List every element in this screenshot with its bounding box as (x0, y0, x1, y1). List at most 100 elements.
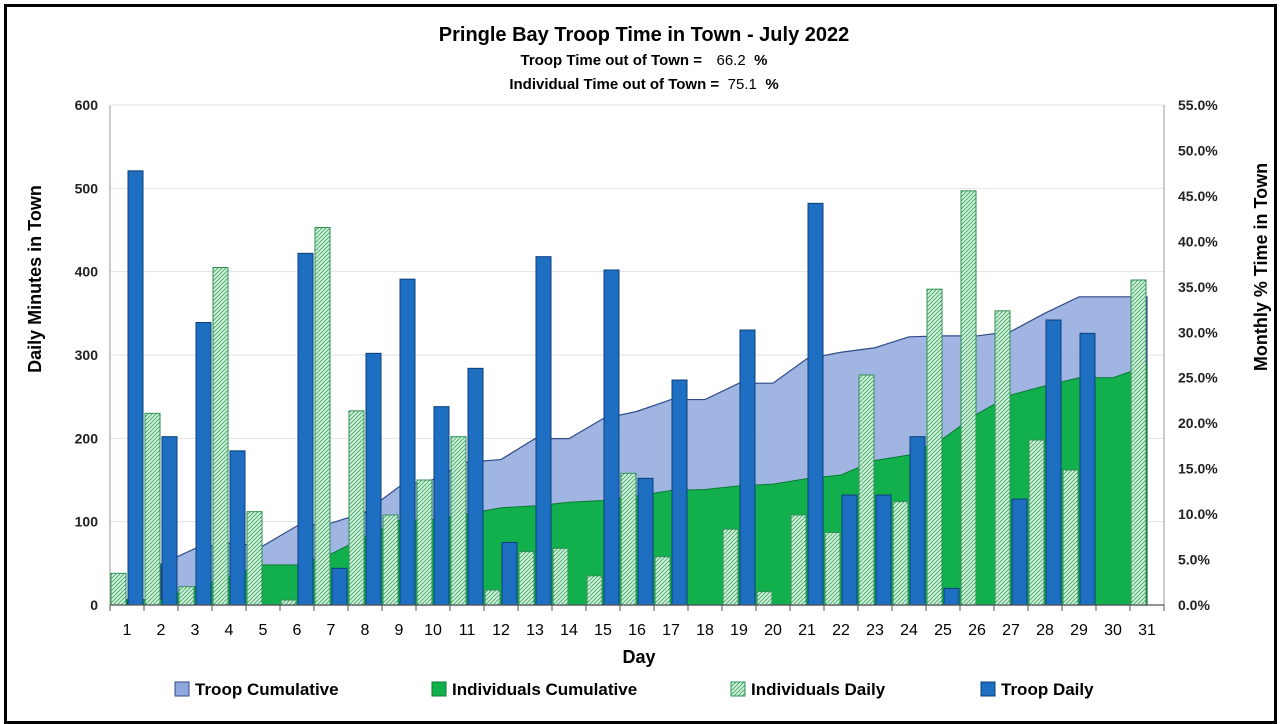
y-tick-label: 600 (75, 97, 99, 113)
y-tick-label: 300 (75, 347, 99, 363)
x-tick-label: 29 (1070, 622, 1088, 639)
individuals-cumulative-area (126, 365, 1148, 606)
y-tick-label: 0 (90, 597, 98, 613)
troop-daily-bar (637, 477, 654, 606)
individuals-daily-bar (790, 514, 807, 606)
x-tick-label: 20 (764, 622, 782, 639)
individuals-daily-bar (586, 575, 603, 606)
individuals-daily-bar (212, 267, 229, 606)
x-tick-label: 23 (866, 622, 884, 639)
troop-daily-bar (1011, 498, 1028, 606)
individuals-daily-bar (348, 410, 365, 606)
legend-swatch (980, 681, 996, 697)
x-tick-label: 2 (157, 622, 166, 639)
y2-tick-label: 55.0% (1178, 97, 1218, 113)
chart: Pringle Bay Troop Time in Town - July 20… (25, 24, 1271, 699)
y-axis-left-ticks: 0 100 200 300 400 500 600 (75, 97, 99, 613)
x-tick-label: 24 (900, 622, 918, 639)
x-tick-label: 22 (832, 622, 850, 639)
individuals-daily-bar (314, 227, 331, 606)
y2-tick-label: 30.0% (1178, 324, 1218, 340)
troop-daily-bar (467, 367, 484, 606)
individuals-daily-bar (416, 479, 433, 606)
y2-tick-label: 45.0% (1178, 188, 1218, 204)
x-tick-label: 10 (424, 622, 442, 639)
x-tick-label: 19 (730, 622, 748, 639)
individuals-daily-bar (756, 591, 773, 606)
y2-tick-label: 10.0% (1178, 506, 1218, 522)
troop-daily-bar (399, 278, 416, 606)
y-tick-label: 500 (75, 180, 99, 196)
individuals-daily-bar (1062, 469, 1079, 606)
legend-label: Individuals Cumulative (452, 680, 637, 699)
x-axis-label: Day (622, 647, 655, 667)
individuals-daily-bar (994, 310, 1011, 606)
individuals-daily-bar (858, 374, 875, 606)
troop-daily-bar (433, 406, 450, 606)
legend-item: Troop Cumulative (174, 680, 339, 699)
legend-item: Individuals Daily (730, 680, 886, 699)
individuals-daily-bar (654, 556, 671, 606)
individuals-daily-bar (110, 572, 127, 606)
troop-daily-bar (535, 256, 552, 606)
x-tick-label: 3 (191, 622, 200, 639)
x-tick-label: 13 (526, 622, 544, 639)
x-tick-label: 28 (1036, 622, 1054, 639)
y-tick-label: 200 (75, 430, 99, 446)
individuals-daily-bar (1130, 279, 1147, 606)
y2-tick-label: 40.0% (1178, 233, 1218, 249)
x-tick-label: 5 (259, 622, 268, 639)
chart-title: Pringle Bay Troop Time in Town - July 20… (439, 24, 849, 46)
x-axis-ticks: 1 2 3 4 5 6 7 8 9 10 11 12 13 14 15 16 17 18 19 20 21 22 23 24 2… (123, 622, 1156, 639)
x-tick-label: 17 (662, 622, 680, 639)
y-axis-right-label: Monthly % Time in Town (1251, 163, 1271, 371)
individuals-daily-bar (620, 472, 637, 606)
troop-daily-bar (365, 352, 382, 606)
x-tick-label: 14 (560, 622, 578, 639)
y2-tick-label: 15.0% (1178, 461, 1218, 477)
individuals-daily-bar (824, 532, 841, 606)
troop-daily-bar (1045, 319, 1062, 606)
troop-daily-bar (841, 494, 858, 606)
individuals-daily-bar (144, 412, 161, 606)
legend: Troop Cumulative Individuals Cumulative In… (174, 680, 1094, 699)
individuals-daily-bar (892, 501, 909, 606)
individuals-daily-bar (518, 551, 535, 606)
x-tick-label: 16 (628, 622, 646, 639)
individuals-daily-bar (178, 586, 195, 606)
x-tick-label: 7 (327, 622, 336, 639)
troop-daily-bar (195, 322, 212, 606)
troop-daily-bar (671, 379, 688, 606)
troop-daily-bar (603, 269, 620, 606)
individuals-daily-bar (722, 528, 739, 606)
cumulative-areas (126, 296, 1148, 606)
troop-daily-bar (229, 450, 246, 606)
x-tick-label: 4 (225, 622, 234, 639)
troop-daily-bar (161, 436, 178, 606)
individuals-daily-bar (926, 288, 943, 606)
y-axis-left-label: Daily Minutes in Town (25, 185, 45, 373)
x-tick-label: 11 (459, 622, 476, 639)
y2-tick-label: 0.0% (1178, 597, 1210, 613)
legend-swatch (431, 681, 447, 697)
chart-frame: Pringle Bay Troop Time in Town - July 20… (4, 4, 1277, 724)
x-tick-label: 21 (798, 622, 816, 639)
legend-item: Individuals Cumulative (431, 680, 637, 699)
x-tick-label: 9 (395, 622, 404, 639)
y2-tick-label: 35.0% (1178, 279, 1218, 295)
legend-label: Troop Cumulative (195, 680, 339, 699)
troop-daily-bar (127, 170, 144, 606)
legend-swatch (174, 681, 190, 697)
chart-subtitle-troop: Troop Time out of Town = 66.2 % (521, 52, 768, 69)
chart-subtitle-individual: Individual Time out of Town = 75.1 % (509, 76, 778, 93)
y-tick-label: 400 (75, 264, 99, 280)
troop-daily-bar (739, 329, 756, 606)
troop-daily-bar (501, 542, 518, 606)
y-tick-label: 100 (75, 514, 99, 530)
legend-swatch (730, 681, 746, 697)
individuals-daily-bar (382, 514, 399, 606)
y2-tick-label: 5.0% (1178, 552, 1210, 568)
y-axis-right-ticks: 0.0% 5.0% 10.0% 15.0% 20.0% 25.0% 30.0% 35.0% 40… (1178, 97, 1218, 613)
individuals-daily-bar (450, 436, 467, 606)
x-tick-label: 31 (1138, 622, 1156, 639)
